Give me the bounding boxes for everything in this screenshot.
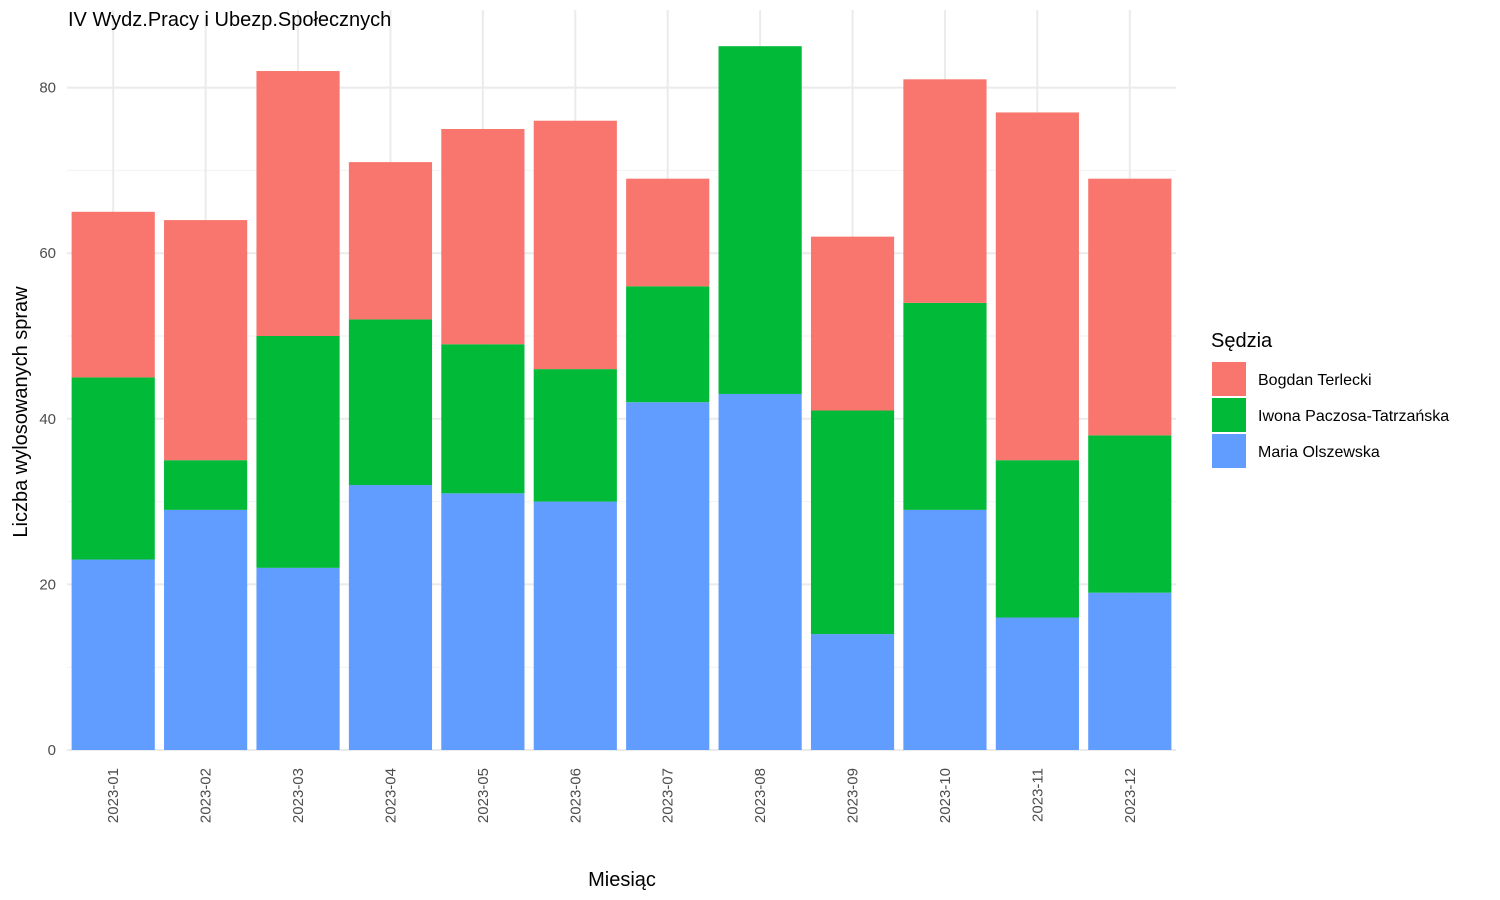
bar-segment bbox=[348, 485, 433, 750]
bar-segment bbox=[348, 162, 433, 320]
bar-segment bbox=[903, 302, 987, 510]
x-tick-label: 2023-11 bbox=[1029, 768, 1046, 822]
x-tick-label: 2023-10 bbox=[937, 768, 954, 823]
bar-segment bbox=[441, 129, 525, 345]
bar-segment bbox=[441, 493, 525, 750]
bar-segment bbox=[718, 46, 802, 394]
legend-title: Sędzia bbox=[1211, 330, 1273, 352]
bar-segment bbox=[626, 178, 710, 287]
x-tick-label: 2023-08 bbox=[752, 768, 769, 823]
legend-label: Maria Olszewska bbox=[1258, 444, 1380, 461]
bar-segment bbox=[1088, 592, 1172, 750]
bar-segment bbox=[533, 369, 617, 502]
bar-segment bbox=[533, 501, 617, 750]
legend-key bbox=[1212, 398, 1246, 432]
bar-segment bbox=[533, 120, 617, 370]
x-tick-label: 2023-01 bbox=[105, 768, 122, 823]
bar-segment bbox=[995, 460, 1079, 618]
chart-title: IV Wydz.Pracy i Ubezp.Społecznych bbox=[68, 9, 391, 31]
bar-segment bbox=[1088, 178, 1172, 436]
bar-segment bbox=[71, 211, 155, 378]
bar-segment bbox=[626, 286, 710, 403]
x-axis-title: Miesiąc bbox=[588, 869, 656, 891]
bar-segment bbox=[903, 79, 987, 303]
legend-key bbox=[1212, 434, 1246, 468]
x-tick-label: 2023-05 bbox=[475, 768, 492, 823]
bar-segment bbox=[348, 319, 433, 486]
bar-segment bbox=[164, 509, 248, 750]
y-axis-title: Liczba wylosowanych spraw bbox=[10, 286, 32, 538]
bar-segment bbox=[1088, 435, 1172, 593]
y-axis-ticks: 0 20 40 60 80 bbox=[39, 80, 56, 759]
x-tick-label: 2023-07 bbox=[660, 768, 677, 823]
y-tick-label: 20 bbox=[39, 576, 56, 593]
x-tick-label: 2023-06 bbox=[567, 768, 584, 823]
x-tick-label: 2023-02 bbox=[198, 768, 215, 823]
bar-segment bbox=[441, 344, 525, 494]
y-tick-label: 80 bbox=[39, 80, 56, 97]
bar-segment bbox=[71, 559, 155, 750]
bar-segment bbox=[995, 112, 1079, 461]
bar-segment bbox=[71, 377, 155, 560]
bar-segment bbox=[626, 402, 710, 750]
bars bbox=[71, 46, 1172, 750]
x-axis-ticks: 2023-01 2023-02 2023-03 2023-04 2023-05 2023-… bbox=[105, 768, 1139, 823]
y-tick-label: 40 bbox=[39, 411, 56, 428]
y-tick-label: 60 bbox=[39, 245, 56, 262]
legend-label: Iwona Paczosa-Tatrzańska bbox=[1258, 408, 1449, 425]
x-tick-label: 2023-04 bbox=[382, 768, 399, 823]
legend-key bbox=[1212, 362, 1246, 396]
legend-label: Bogdan Terlecki bbox=[1258, 372, 1372, 389]
x-tick-label: 2023-12 bbox=[1122, 768, 1139, 823]
bar-segment bbox=[995, 617, 1079, 750]
bar-segment bbox=[903, 509, 987, 750]
y-tick-label: 0 bbox=[48, 742, 56, 759]
bar-segment bbox=[810, 410, 895, 635]
bar-segment bbox=[810, 236, 895, 411]
bar-segment bbox=[256, 71, 340, 336]
bar-segment bbox=[256, 567, 340, 750]
x-tick-label: 2023-03 bbox=[290, 768, 307, 823]
bar-segment bbox=[256, 336, 340, 568]
bar-segment bbox=[164, 220, 248, 461]
x-tick-label: 2023-09 bbox=[845, 768, 862, 823]
legend: Sędzia Bogdan Terlecki Iwona Paczosa-Tatr… bbox=[1211, 330, 1449, 468]
bar-segment bbox=[810, 634, 895, 750]
bar-segment bbox=[164, 460, 248, 510]
legend-items: Bogdan Terlecki Iwona Paczosa-Tatrzańska M… bbox=[1212, 362, 1449, 468]
bar-segment bbox=[718, 393, 802, 750]
